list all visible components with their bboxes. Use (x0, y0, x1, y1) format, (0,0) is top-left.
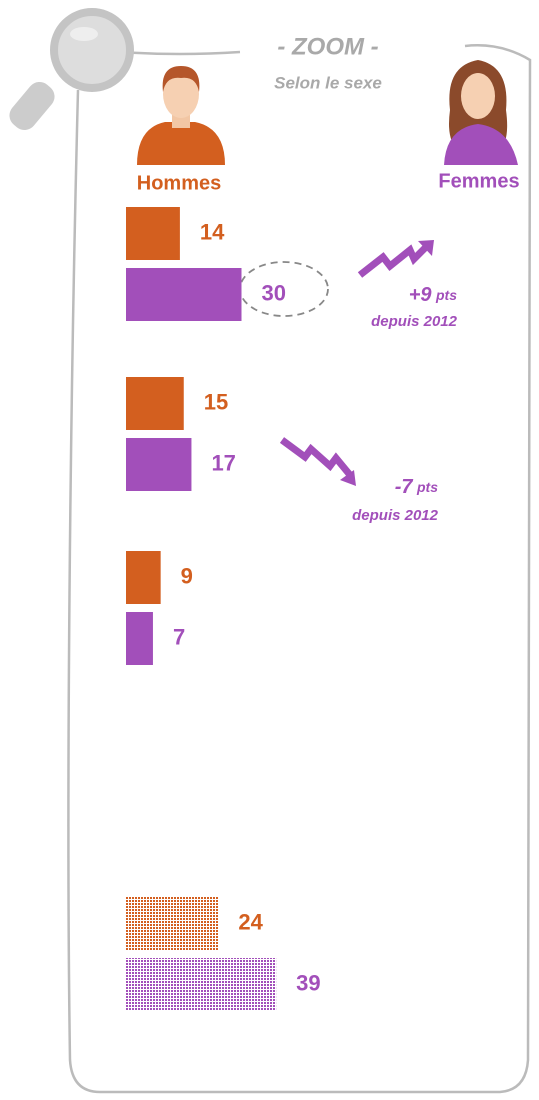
bar (126, 612, 153, 665)
bar (126, 438, 191, 491)
frame (118, 52, 240, 54)
man-icon (137, 66, 225, 165)
chart: - ZOOM - Selon le sexe Hommes Femmes +9 … (0, 0, 539, 1100)
title: - ZOOM - (277, 33, 378, 60)
annotation-change: +9 (409, 284, 433, 306)
annotation-note: depuis 2012 (352, 507, 439, 524)
annotation-note: depuis 2012 (371, 313, 458, 330)
woman-icon (444, 60, 518, 165)
value-label: 39 (296, 970, 320, 995)
bar (126, 207, 180, 260)
magnifier-icon (5, 12, 130, 135)
trend-down-arrow (282, 440, 356, 486)
bar (126, 268, 242, 321)
subtitle: Selon le sexe (274, 73, 382, 92)
value-label: 7 (173, 624, 185, 649)
annotation-unit: pts (416, 479, 438, 495)
value-label: 15 (204, 389, 228, 414)
annotation-change: -7 (395, 476, 414, 498)
bar (126, 897, 218, 950)
value-label: 30 (262, 280, 286, 305)
annotation-unit: pts (435, 287, 457, 303)
bar (126, 958, 276, 1011)
annotation: -7 pts (395, 476, 438, 498)
bar (126, 377, 184, 430)
value-label: 9 (181, 563, 193, 588)
value-label: 24 (238, 909, 263, 934)
legend-label: Hommes (137, 172, 221, 194)
value-label: 14 (200, 219, 225, 244)
annotation: +9 pts (409, 284, 457, 306)
value-label: 17 (211, 450, 235, 475)
trend-up-arrow (360, 240, 434, 275)
bar (126, 551, 161, 604)
legend-label: Femmes (438, 170, 519, 192)
